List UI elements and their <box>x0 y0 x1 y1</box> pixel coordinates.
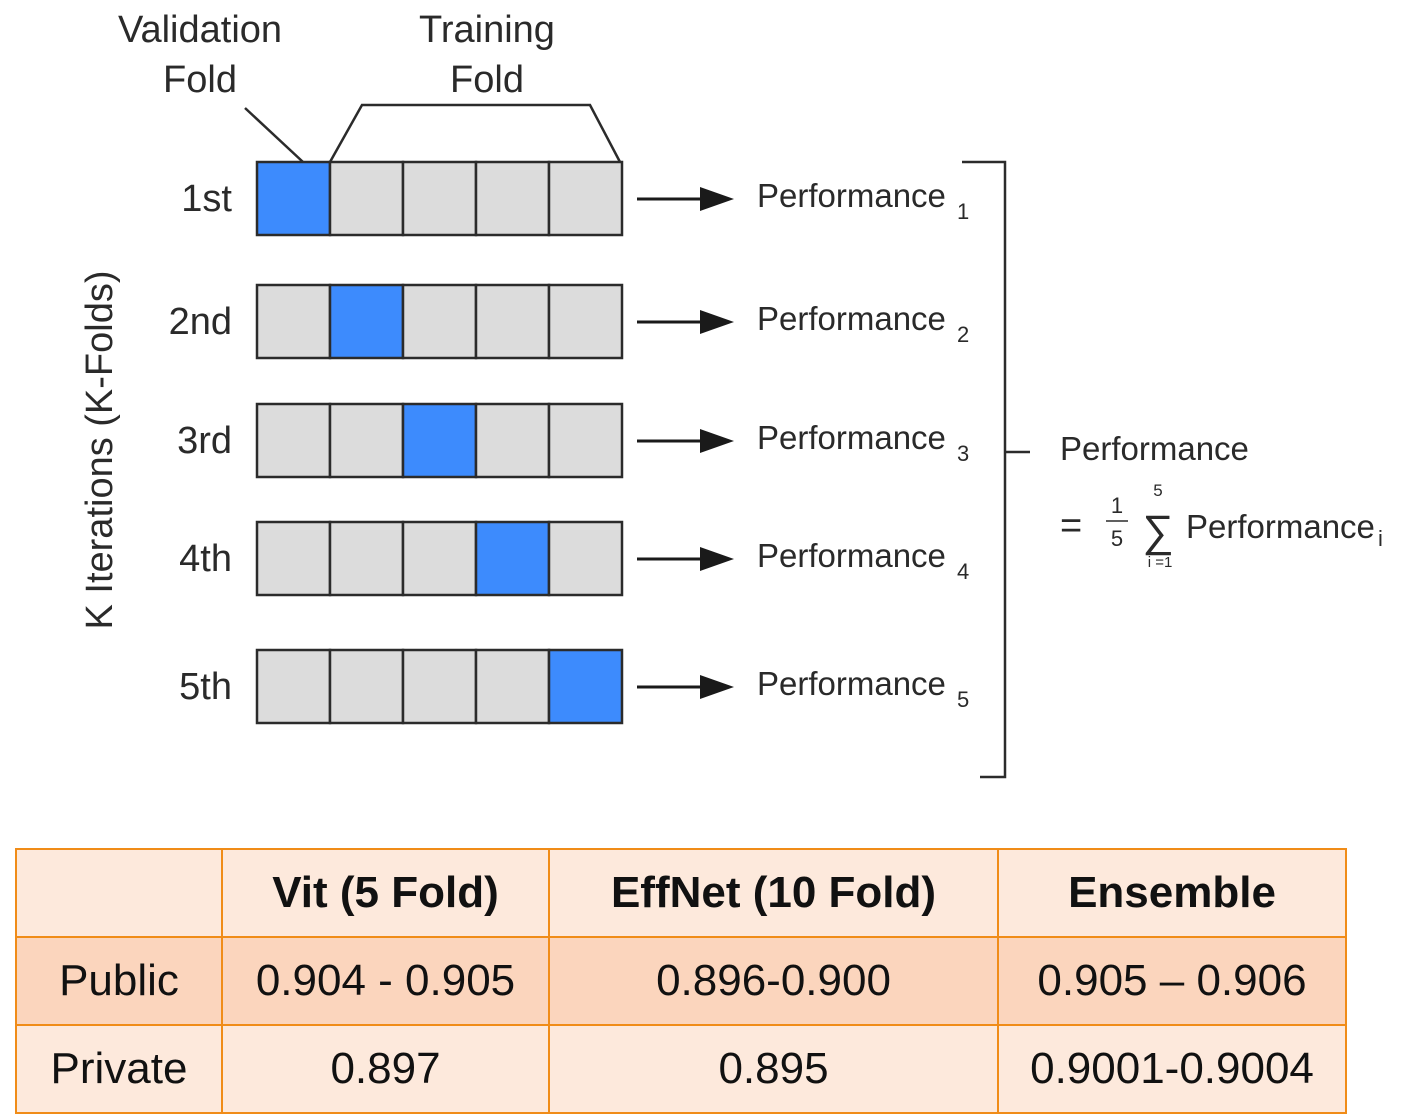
cell-public-vit: 0.904 - 0.905 <box>221 936 550 1026</box>
performance-subscript: 1 <box>957 199 969 224</box>
training-fold-label-line2: Fold <box>450 59 524 101</box>
header-cell-vit: Vit (5 Fold) <box>221 848 550 938</box>
validation-fold-label-line2: Fold <box>163 59 237 101</box>
cell-private-effnet: 0.895 <box>548 1024 999 1114</box>
iteration-label: 3rd <box>177 420 232 462</box>
iteration-row: 2nd Performance 2 <box>169 283 969 360</box>
cell-private-vit: 0.897 <box>221 1024 550 1114</box>
iteration-label: 5th <box>179 666 232 708</box>
training-fold-cell <box>328 648 405 725</box>
row-label-private: Private <box>15 1024 223 1114</box>
arrow-head-icon <box>700 310 734 334</box>
performance-subscript: 4 <box>957 559 969 584</box>
performance-subscript: 3 <box>957 441 969 466</box>
training-fold-cell <box>401 283 478 360</box>
aggregation-bracket <box>962 160 1007 779</box>
training-fold-cell <box>255 520 332 597</box>
performance-label: Performance <box>757 177 946 214</box>
arrow-head-icon <box>700 187 734 211</box>
validation-fold-label-line1: Validation <box>118 9 282 51</box>
iteration-row: 1st Performance 1 <box>181 160 969 237</box>
formula-sum-symbol: ∑ <box>1142 507 1173 556</box>
iteration-label: 4th <box>179 538 232 580</box>
training-fold-cell <box>401 648 478 725</box>
formula-sum-upper: 5 <box>1153 481 1162 500</box>
training-fold-label-line1: Training <box>419 9 555 51</box>
y-axis-label: K Iterations (K-Folds) <box>79 271 121 630</box>
iteration-row: 3rd Performance 3 <box>177 402 969 479</box>
training-fold-cell <box>474 283 551 360</box>
results-table: Vit (5 Fold) EffNet (10 Fold) Ensemble P… <box>15 848 1347 1114</box>
header-cell-effnet: EffNet (10 Fold) <box>548 848 999 938</box>
validation-pointer-line <box>244 107 304 163</box>
training-bracket <box>328 103 622 163</box>
training-fold-cell <box>474 160 551 237</box>
iteration-label: 2nd <box>169 301 232 343</box>
header-cell-empty <box>15 848 223 938</box>
iteration-rows: 1st Performance 1 2nd Performance 2 3rd Perform… <box>169 160 969 725</box>
row-label-public: Public <box>15 936 223 1026</box>
arrow-head-icon <box>700 675 734 699</box>
training-fold-cell <box>547 160 624 237</box>
performance-label: Performance <box>757 300 946 337</box>
training-fold-cell <box>255 283 332 360</box>
validation-fold-cell <box>474 520 551 597</box>
arrow-head-icon <box>700 429 734 453</box>
training-fold-cell <box>474 402 551 479</box>
performance-label: Performance <box>757 419 946 456</box>
formula-numerator: 1 <box>1111 493 1123 518</box>
kfold-diagram: Validation Fold Training Fold K Iteratio… <box>79 9 1383 779</box>
training-fold-cell <box>328 520 405 597</box>
validation-fold-cell <box>255 160 332 237</box>
table-header-row: Vit (5 Fold) EffNet (10 Fold) Ensemble <box>15 848 1347 938</box>
training-fold-cell <box>547 520 624 597</box>
training-fold-cell <box>328 402 405 479</box>
table-row-public: Public 0.904 - 0.905 0.896-0.900 0.905 –… <box>15 936 1347 1026</box>
cell-public-ensemble: 0.905 – 0.906 <box>997 936 1347 1026</box>
formula-term: Performance <box>1186 508 1375 545</box>
training-fold-cell <box>474 648 551 725</box>
cell-private-ensemble: 0.9001-0.9004 <box>997 1024 1347 1114</box>
validation-fold-cell <box>401 402 478 479</box>
formula-term-subscript: i <box>1378 526 1383 551</box>
header-cell-ensemble: Ensemble <box>997 848 1347 938</box>
table-row-private: Private 0.897 0.895 0.9001-0.9004 <box>15 1024 1347 1114</box>
result-label: Performance <box>1060 430 1249 467</box>
validation-fold-cell <box>547 648 624 725</box>
training-fold-cell <box>547 402 624 479</box>
formula-equals: = <box>1060 505 1082 547</box>
training-fold-cell <box>547 283 624 360</box>
iteration-row: 4th Performance 4 <box>179 520 969 597</box>
training-fold-cell <box>401 160 478 237</box>
performance-label: Performance <box>757 537 946 574</box>
validation-fold-cell <box>328 283 405 360</box>
training-fold-cell <box>255 402 332 479</box>
performance-subscript: 5 <box>957 687 969 712</box>
formula-denominator: 5 <box>1111 526 1123 551</box>
arrow-head-icon <box>700 547 734 571</box>
performance-label: Performance <box>757 665 946 702</box>
training-fold-cell <box>328 160 405 237</box>
cell-public-effnet: 0.896-0.900 <box>548 936 999 1026</box>
formula-sum-lower: i =1 <box>1148 554 1173 571</box>
iteration-label: 1st <box>181 178 232 220</box>
iteration-row: 5th Performance 5 <box>179 648 969 725</box>
performance-subscript: 2 <box>957 322 969 347</box>
training-fold-cell <box>401 520 478 597</box>
training-fold-cell <box>255 648 332 725</box>
